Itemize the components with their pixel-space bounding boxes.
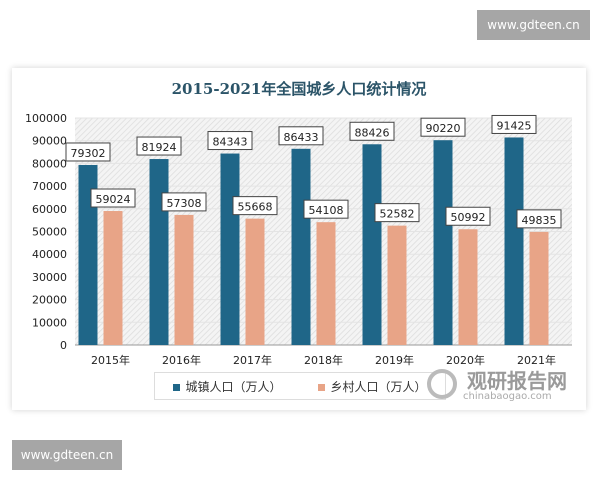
logo-text: 观研报告网 bbox=[467, 369, 567, 393]
data-label: 50992 bbox=[451, 211, 486, 224]
data-label-box bbox=[278, 126, 324, 146]
data-label-box bbox=[207, 131, 253, 151]
data-label: 79302 bbox=[71, 147, 106, 160]
bar-rural bbox=[458, 229, 478, 345]
y-tick-label: 40000 bbox=[32, 248, 67, 261]
data-label-box bbox=[232, 196, 278, 216]
x-tick-label: 2019年 bbox=[375, 353, 414, 367]
bar-rural bbox=[103, 211, 123, 345]
y-tick-label: 80000 bbox=[32, 157, 67, 170]
data-label: 81924 bbox=[142, 141, 177, 154]
y-tick-label: 70000 bbox=[32, 180, 67, 193]
y-tick-label: 20000 bbox=[32, 294, 67, 307]
y-tick-label: 100000 bbox=[25, 112, 67, 125]
bar-urban bbox=[291, 148, 311, 345]
y-tick-label: 50000 bbox=[32, 226, 67, 239]
data-label: 88426 bbox=[355, 126, 390, 139]
legend: 城镇人口（万人） 乡村人口（万人） bbox=[154, 372, 446, 400]
bar-urban bbox=[220, 153, 240, 345]
data-label: 49835 bbox=[522, 214, 557, 227]
bar-urban bbox=[149, 159, 169, 345]
bar-urban bbox=[433, 140, 453, 345]
legend-label: 城镇人口（万人） bbox=[185, 379, 282, 394]
data-label: 90220 bbox=[426, 122, 461, 135]
data-label: 59024 bbox=[96, 193, 131, 206]
y-tick-label: 30000 bbox=[32, 271, 67, 284]
legend-swatch-rural bbox=[318, 383, 326, 391]
bar-urban bbox=[504, 137, 524, 345]
legend-swatch-urban bbox=[173, 383, 181, 391]
x-tick-label: 2015年 bbox=[91, 353, 130, 367]
data-label-box bbox=[90, 188, 136, 208]
legend-item-urban: 城镇人口（万人） bbox=[173, 378, 282, 395]
data-label-box bbox=[303, 199, 349, 219]
bar-chart: 0 10000 20000 30000 40000 50000 60000 70000 8000… bbox=[25, 112, 572, 367]
x-tick-label: 2016年 bbox=[162, 353, 201, 367]
logo-url: chinabaogao.com bbox=[463, 391, 552, 402]
legend-label: 乡村人口（万人） bbox=[330, 379, 427, 394]
data-label-box bbox=[65, 142, 111, 162]
bar-rural bbox=[245, 218, 265, 345]
data-label-box bbox=[374, 203, 420, 223]
watermark-bottom: www.gdteen.cn bbox=[12, 440, 122, 470]
data-label: 52582 bbox=[380, 208, 415, 221]
data-label: 86433 bbox=[284, 131, 319, 144]
data-label: 91425 bbox=[497, 119, 532, 132]
data-label-box bbox=[136, 136, 182, 156]
bar-urban bbox=[78, 164, 98, 345]
data-label-box bbox=[349, 121, 395, 141]
data-label: 84343 bbox=[213, 136, 248, 149]
logo-swirl-icon bbox=[427, 369, 457, 399]
y-tick-label: 10000 bbox=[32, 316, 67, 329]
data-label-box bbox=[491, 114, 537, 134]
data-label: 57308 bbox=[167, 197, 202, 210]
legend-item-rural: 乡村人口（万人） bbox=[318, 378, 427, 395]
y-tick-label: 60000 bbox=[32, 203, 67, 216]
data-label-box bbox=[420, 117, 466, 137]
x-tick-label: 2017年 bbox=[233, 353, 272, 367]
watermark-top: www.gdteen.cn bbox=[477, 10, 590, 40]
y-tick-label: 0 bbox=[60, 339, 67, 352]
x-tick-label: 2021年 bbox=[517, 353, 556, 367]
bar-urban bbox=[362, 144, 382, 345]
bar-rural bbox=[529, 231, 549, 345]
data-label: 55668 bbox=[238, 201, 273, 214]
y-tick-label: 90000 bbox=[32, 135, 67, 148]
chart-card: 2015-2021年全国城乡人口统计情况 0 10000 20000 30000 400… bbox=[12, 68, 586, 410]
x-tick-label: 2020年 bbox=[446, 353, 485, 367]
bar-rural bbox=[387, 225, 407, 345]
data-label-box bbox=[161, 192, 207, 212]
data-label-box bbox=[445, 206, 491, 226]
bar-rural bbox=[316, 222, 336, 345]
bar-rural bbox=[174, 214, 194, 345]
x-tick-label: 2018年 bbox=[304, 353, 343, 367]
data-label: 54108 bbox=[309, 204, 344, 217]
chart-title: 2015-2021年全国城乡人口统计情况 bbox=[171, 80, 427, 98]
data-label-box bbox=[516, 209, 562, 229]
